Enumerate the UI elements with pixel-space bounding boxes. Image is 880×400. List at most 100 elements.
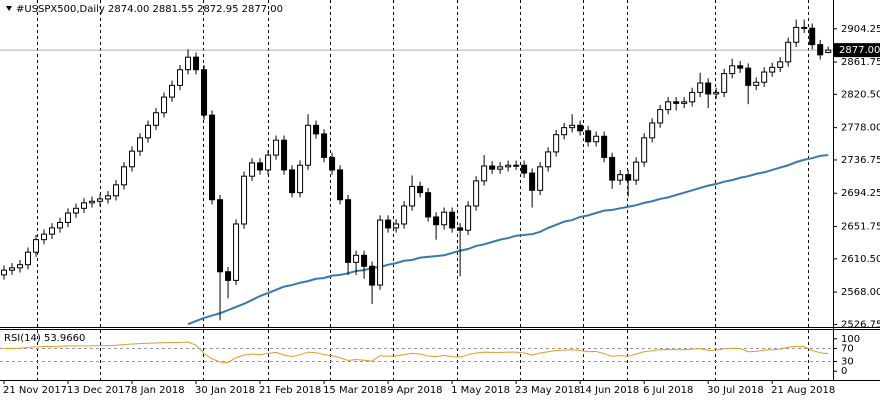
y-tick-label: 2820.50 [841, 89, 880, 100]
candle-body [25, 251, 32, 266]
candle-body [97, 198, 104, 202]
moving-average [187, 154, 829, 326]
x-tick-label: 14 Jun 2018 [579, 385, 639, 396]
candle-body [289, 169, 296, 194]
rsi-tick-label: 30 [841, 356, 854, 367]
y-tick-label: 2526.75 [841, 319, 880, 330]
candle-body [49, 227, 56, 235]
price-pane [1, 19, 832, 326]
candle-body [153, 112, 160, 126]
candle-body [713, 91, 720, 95]
candle-body [385, 219, 392, 229]
candle-body [465, 205, 472, 231]
candle-body [17, 264, 24, 269]
candle-body [681, 101, 688, 104]
candle-body [417, 185, 424, 194]
candle-body [801, 26, 808, 29]
candle-body [697, 82, 704, 93]
candle-body [553, 134, 560, 153]
candle-body [657, 109, 664, 124]
candle-body [497, 166, 504, 170]
y-tick-label: 2736.75 [841, 155, 880, 166]
candle-body [377, 219, 384, 286]
candle-body [617, 174, 624, 181]
x-tick-label: 8 Jan 2018 [131, 385, 185, 396]
candle-body [481, 165, 488, 182]
candle-body [473, 180, 480, 207]
candle-body [393, 223, 400, 229]
candle-body [817, 44, 824, 56]
x-tick-label: 30 Jul 2018 [707, 385, 764, 396]
candle-body [121, 166, 128, 186]
candle-body [633, 161, 640, 181]
candle-body [649, 122, 656, 139]
candle-body [161, 96, 168, 114]
candle-body [537, 166, 544, 191]
rsi-label: RSI(14) 53.9660 [4, 333, 85, 344]
candle-body [169, 84, 176, 98]
y-tick-label: 2861.75 [841, 57, 880, 68]
candle-body [241, 175, 248, 225]
candle-body [1, 269, 8, 276]
y-tick-label: 2904.25 [841, 24, 880, 35]
rsi-line [4, 341, 829, 363]
x-tick-label: 6 Jul 2018 [643, 385, 693, 396]
candle-body [321, 133, 328, 158]
candle-body [561, 127, 568, 136]
x-tick-label: 15 Mar 2018 [323, 385, 386, 396]
candle-body [297, 164, 304, 194]
candle-body [505, 164, 512, 168]
candle-body [249, 162, 256, 177]
candle-body [777, 61, 784, 68]
candle-body [745, 67, 752, 86]
last-price-box [834, 43, 880, 58]
x-tick-label: 21 Nov 2017 [3, 385, 67, 396]
candle-body [625, 174, 632, 181]
candle-body [81, 202, 88, 209]
candle-body [753, 81, 760, 86]
candle-body [737, 65, 744, 69]
candle-body [825, 49, 832, 53]
candle-body [705, 82, 712, 95]
candle-body [409, 185, 416, 207]
candle-body [593, 135, 600, 143]
candle-body [201, 69, 208, 116]
candle-body [721, 73, 728, 93]
candle-body [177, 69, 184, 86]
candle-body [609, 156, 616, 181]
candle-body [809, 27, 816, 46]
x-tick-label: 13 Dec 2017 [67, 385, 131, 396]
candle-body [113, 184, 120, 197]
candle-body [457, 227, 464, 231]
candle-body [65, 212, 72, 223]
candle-body [313, 124, 320, 135]
candle-body [425, 192, 432, 218]
candle-body [577, 124, 584, 132]
candle-body [89, 200, 96, 204]
rsi-tick-label: 100 [841, 334, 860, 345]
candle-body [369, 265, 376, 286]
candle-body [305, 124, 312, 166]
candle-body [641, 137, 648, 163]
candle-body [193, 56, 200, 71]
candle-body [433, 216, 440, 226]
candle-body [217, 199, 224, 273]
candle-body [273, 139, 280, 156]
candle-body [345, 199, 352, 263]
candle-body [233, 223, 240, 281]
candle-body [441, 211, 448, 226]
candle-body [521, 164, 528, 174]
x-tick-label: 23 May 2018 [515, 385, 580, 396]
candle-body [33, 239, 40, 253]
candle-body [137, 137, 144, 152]
candle-body [41, 233, 48, 241]
candle-body [793, 26, 800, 43]
candle-body [129, 150, 136, 168]
candle-body [545, 151, 552, 168]
candle-body [769, 66, 776, 73]
y-tick-label: 2694.25 [841, 188, 880, 199]
candle-body [401, 205, 408, 225]
candle-body [689, 91, 696, 103]
y-tick-label: 2651.75 [841, 222, 880, 233]
